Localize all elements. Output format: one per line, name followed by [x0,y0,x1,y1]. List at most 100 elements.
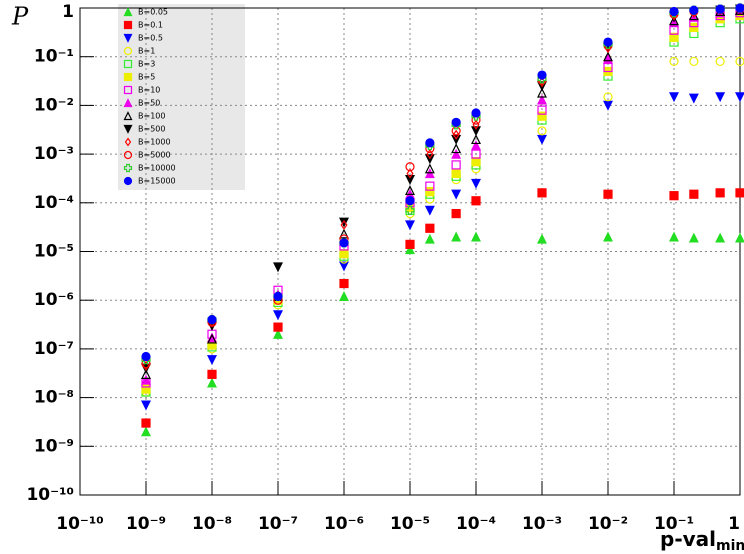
data-point [339,249,349,259]
data-point [425,186,435,197]
data-point [424,168,435,179]
legend-marker [123,176,133,186]
data-point [451,189,462,200]
data-point [688,232,699,243]
data-point [207,377,217,388]
data-point [537,233,547,244]
data-point [715,56,725,67]
data-point [471,126,481,137]
data-point [471,157,481,167]
data-point [669,56,679,67]
data-point [603,231,613,242]
data-point [141,351,151,362]
legend-label: B=50 [138,99,160,108]
data-point [424,205,435,216]
legend-marker [123,46,133,56]
x-tick-label: 10⁻⁹ [126,514,166,534]
data-point [207,314,217,325]
data-point [669,231,679,242]
legend-marker [123,72,133,82]
data-point [715,232,726,243]
data-point [537,70,547,80]
legend-label: B=0.05 [138,8,168,17]
data-point [715,4,725,14]
legend-marker [123,20,133,30]
data-point [669,191,679,201]
data-point [406,168,414,179]
legend-label: B=0.1 [138,21,163,30]
x-tick-label: 10⁻⁵ [390,514,430,534]
y-tick-label: 10⁻⁵ [34,242,74,262]
y-tick-label: 10⁻¹⁰ [26,485,74,505]
legend-label: B=3 [138,60,155,69]
data-point [405,220,415,231]
legend-marker [123,7,133,17]
data-point [405,196,415,206]
data-point [425,223,435,233]
data-point [141,369,151,379]
legend-box [118,4,245,190]
data-point [688,93,699,104]
data-point [405,162,415,172]
x-axis-label-main: p-val [660,527,716,551]
data-point [471,134,481,145]
x-tick-label: 10⁻³ [522,514,562,534]
data-point [471,108,481,118]
data-point [471,178,481,189]
y-tick-label: 10⁻⁴ [34,193,74,213]
data-point [715,188,725,198]
legend-marker [123,33,133,43]
x-axis-label: p-valmin [660,527,744,554]
data-point [669,6,679,17]
data-point [669,15,679,26]
legend-label: B=5000 [138,151,171,160]
data-point [339,228,349,239]
data-point [273,262,283,273]
data-point [207,369,217,379]
data-point [603,37,613,47]
legend-label: B=10000 [138,164,176,173]
x-tick-label: 1 [728,514,740,534]
data-point [141,384,151,394]
data-point [603,189,613,199]
data-point [669,32,679,42]
data-point [339,261,349,272]
data-point [603,51,613,62]
y-tick-label: 10⁻³ [34,144,74,164]
data-point [452,129,460,140]
data-point [451,143,462,154]
x-tick-label: 10⁻⁴ [456,514,496,534]
data-point [537,105,547,115]
legend-marker [123,98,133,108]
data-point [273,328,283,339]
data-point [426,149,434,160]
legend-label: B=15000 [138,177,176,186]
data-point [273,291,283,301]
legend-label: B=1000 [138,138,171,147]
data-point [142,360,150,371]
data-point [451,160,461,170]
data-point [735,3,744,13]
data-point [735,56,744,67]
plot-frame [79,7,741,496]
data-point [273,322,283,332]
data-point [339,238,349,248]
data-point [537,111,547,121]
x-tick-label: 10⁻⁷ [258,514,298,534]
data-point [471,196,481,206]
data-point [405,174,415,185]
data-point [451,148,462,159]
y-tick-label: 10⁻⁷ [34,339,74,359]
data-point [339,278,349,289]
data-point [405,205,415,215]
data-point [603,92,613,102]
data-point [537,94,547,105]
data-point [735,92,744,103]
data-point [141,374,151,385]
x-tick-label: 10⁻¹⁰ [56,514,104,534]
data-point [424,163,435,174]
data-point [669,92,679,103]
data-point [451,231,462,242]
legend-label: B=100 [138,112,165,121]
